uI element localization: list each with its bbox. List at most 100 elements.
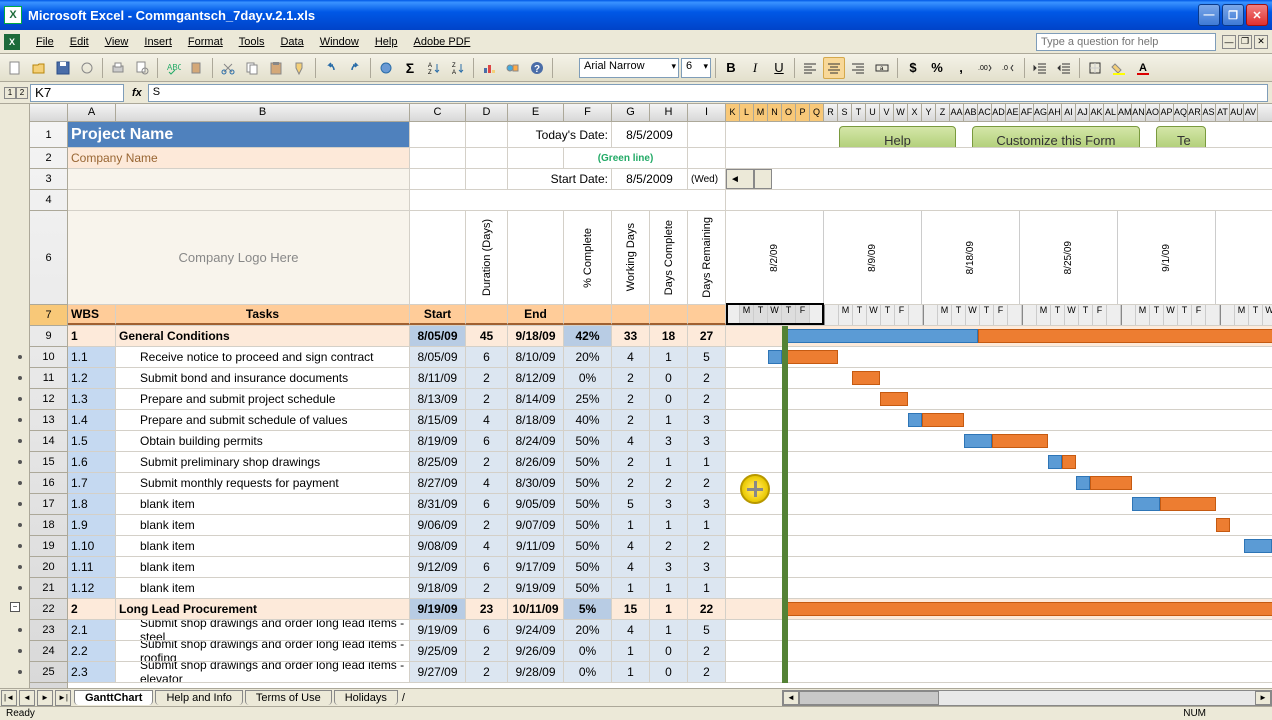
remaining-cell[interactable]: 1 <box>688 578 726 598</box>
tasks-header[interactable]: Tasks <box>116 305 410 325</box>
help-button[interactable]: Help <box>839 126 956 147</box>
end-cell[interactable]: 9/07/09 <box>508 515 564 535</box>
select-all-corner[interactable] <box>30 104 68 121</box>
decrease-indent-icon[interactable] <box>1029 57 1051 79</box>
col-AU[interactable]: AU <box>1230 104 1244 121</box>
pct-cell[interactable]: 50% <box>564 473 612 493</box>
wbs-cell[interactable]: 1.4 <box>68 410 116 430</box>
start-date[interactable]: 8/5/2009 <box>612 169 688 189</box>
tab-last-button[interactable]: ►| <box>55 690 71 706</box>
complete-cell[interactable]: 1 <box>650 410 688 430</box>
col-Y[interactable]: Y <box>922 104 936 121</box>
fx-icon[interactable]: fx <box>126 87 148 99</box>
remaining-cell[interactable]: 2 <box>688 473 726 493</box>
currency-icon[interactable]: $ <box>902 57 924 79</box>
end-cell[interactable]: 8/26/09 <box>508 452 564 472</box>
col-G[interactable]: G <box>612 104 650 121</box>
start-cell[interactable]: 9/18/09 <box>410 578 466 598</box>
app-icon[interactable]: X <box>4 34 20 50</box>
col-AF[interactable]: AF <box>1020 104 1034 121</box>
end-cell[interactable]: 9/28/09 <box>508 662 564 682</box>
row-header[interactable]: 20 <box>30 557 67 578</box>
col-AV[interactable]: AV <box>1244 104 1258 121</box>
research-icon[interactable] <box>186 57 208 79</box>
end-cell[interactable]: 9/17/09 <box>508 557 564 577</box>
col-AJ[interactable]: AJ <box>1076 104 1090 121</box>
col-Q[interactable]: Q <box>810 104 824 121</box>
complete-cell[interactable]: 1 <box>650 599 688 619</box>
end-cell[interactable]: 9/18/09 <box>508 326 564 346</box>
row-header[interactable]: 11 <box>30 368 67 389</box>
paste-icon[interactable] <box>265 57 287 79</box>
doc-close-button[interactable]: ✕ <box>1254 35 1268 49</box>
working-cell[interactable]: 4 <box>612 536 650 556</box>
bold-button[interactable]: B <box>720 57 742 79</box>
wbs-cell[interactable]: 2 <box>68 599 116 619</box>
menu-view[interactable]: View <box>97 33 137 51</box>
task-cell[interactable]: Prepare and submit project schedule <box>116 389 410 409</box>
working-cell[interactable]: 5 <box>612 494 650 514</box>
start-cell[interactable]: 9/27/09 <box>410 662 466 682</box>
col-L[interactable]: L <box>740 104 754 121</box>
col-N[interactable]: N <box>768 104 782 121</box>
task-cell[interactable]: blank item <box>116 536 410 556</box>
row-header[interactable]: 17 <box>30 494 67 515</box>
remaining-cell[interactable]: 1 <box>688 452 726 472</box>
align-right-icon[interactable] <box>847 57 869 79</box>
col-AE[interactable]: AE <box>1006 104 1020 121</box>
menu-window[interactable]: Window <box>312 33 367 51</box>
wbs-cell[interactable]: 1 <box>68 326 116 346</box>
scrollbar-thumb[interactable] <box>799 691 939 705</box>
end-cell[interactable]: 8/24/09 <box>508 431 564 451</box>
duration-cell[interactable]: 45 <box>466 326 508 346</box>
col-AO[interactable]: AO <box>1146 104 1160 121</box>
menu-data[interactable]: Data <box>272 33 311 51</box>
pct-cell[interactable]: 42% <box>564 326 612 346</box>
task-cell[interactable]: Obtain building permits <box>116 431 410 451</box>
col-O[interactable]: O <box>782 104 796 121</box>
new-icon[interactable] <box>4 57 26 79</box>
print-preview-icon[interactable] <box>131 57 153 79</box>
working-cell[interactable]: 4 <box>612 620 650 640</box>
complete-cell[interactable]: 0 <box>650 368 688 388</box>
working-cell[interactable]: 2 <box>612 389 650 409</box>
tab-ganttchart[interactable]: GanttChart <box>74 690 153 705</box>
font-select[interactable]: Arial Narrow <box>579 58 679 78</box>
end-cell[interactable]: 9/26/09 <box>508 641 564 661</box>
row-header[interactable]: 13 <box>30 410 67 431</box>
end-cell[interactable]: 8/12/09 <box>508 368 564 388</box>
col-AM[interactable]: AM <box>1118 104 1132 121</box>
wbs-cell[interactable]: 1.2 <box>68 368 116 388</box>
row-header[interactable]: 6 <box>30 211 67 305</box>
col-AP[interactable]: AP <box>1160 104 1174 121</box>
increase-indent-icon[interactable] <box>1053 57 1075 79</box>
permission-icon[interactable] <box>76 57 98 79</box>
spell-icon[interactable]: ABC <box>162 57 184 79</box>
complete-cell[interactable]: 2 <box>650 473 688 493</box>
end-cell[interactable]: 10/11/09 <box>508 599 564 619</box>
sort-asc-icon[interactable]: AZ <box>423 57 445 79</box>
row-header[interactable]: 22 <box>30 599 67 620</box>
remaining-cell[interactable]: 3 <box>688 494 726 514</box>
col-AN[interactable]: AN <box>1132 104 1146 121</box>
row-header[interactable]: 23 <box>30 620 67 641</box>
remaining-cell[interactable]: 1 <box>688 515 726 535</box>
wbs-cell[interactable]: 1.6 <box>68 452 116 472</box>
menu-file[interactable]: File <box>28 33 62 51</box>
borders-icon[interactable] <box>1084 57 1106 79</box>
menu-tools[interactable]: Tools <box>231 33 273 51</box>
pct-cell[interactable]: 25% <box>564 389 612 409</box>
task-cell[interactable]: General Conditions <box>116 326 410 346</box>
pct-cell[interactable]: 0% <box>564 662 612 682</box>
remaining-cell[interactable]: 2 <box>688 641 726 661</box>
tab-first-button[interactable]: |◄ <box>1 690 17 706</box>
end-header[interactable]: End <box>508 305 564 325</box>
remaining-cell[interactable]: 2 <box>688 389 726 409</box>
pct-cell[interactable]: 50% <box>564 515 612 535</box>
increase-decimal-icon[interactable]: .00 <box>974 57 996 79</box>
task-cell[interactable]: Submit bond and insurance documents <box>116 368 410 388</box>
col-AC[interactable]: AC <box>978 104 992 121</box>
tab-help-info[interactable]: Help and Info <box>155 690 242 705</box>
underline-button[interactable]: U <box>768 57 790 79</box>
pct-cell[interactable]: 50% <box>564 557 612 577</box>
